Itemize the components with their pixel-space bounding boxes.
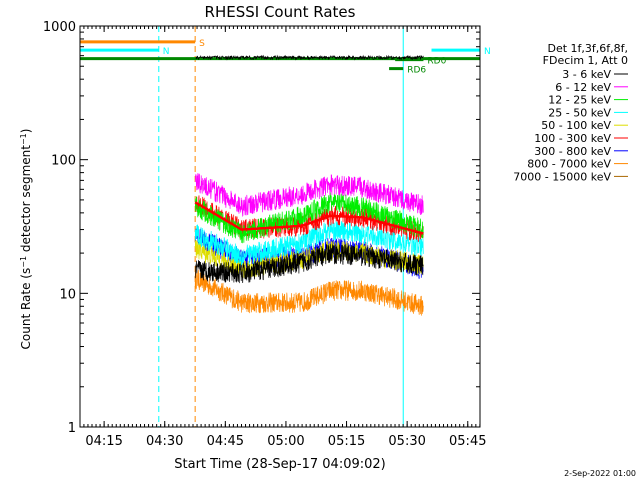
x-tick-label: 05:00 [267,434,304,449]
x-tick-label: 05:15 [328,434,365,449]
top-trace-line [195,54,424,61]
legend-entry-label: 7000 - 15000 keV [513,170,611,183]
legend-entry-label: 50 - 100 keV [541,119,611,132]
x-tick-label: 04:30 [146,434,183,449]
x-tick-label: 05:30 [388,434,425,449]
flag-bar-label: S [199,39,205,49]
series-line [194,192,424,244]
legend-entry-label: 3 - 6 keV [562,68,611,81]
plot-frame [79,25,481,428]
flag-bar-label: RD6 [407,66,426,76]
y-tick-label: 1 [68,421,76,436]
series-line [194,244,424,284]
series-line [194,173,424,218]
legend-entry-label: 12 - 25 keV [548,94,611,107]
series-mean-line [194,201,424,235]
y-axis-label: Count Rate (s−1 detector segment−1) [19,129,34,350]
series-line [194,219,424,266]
chart-title: RHESSI Count Rates [205,3,356,21]
legend-entry-label: 6 - 12 keV [555,81,611,94]
y-tick-label: 10 [59,287,76,302]
y-tick-label: 100 [51,154,76,169]
timestamp: 2-Sep-2022 01:00 [564,469,636,478]
legend-entry-label: 800 - 7000 keV [527,158,611,171]
flag-bar-label: N [163,47,170,57]
legend-header-line: FDecim 1, Att 0 [543,54,628,67]
x-tick-label: 05:45 [449,434,486,449]
x-axis-label: Start Time (28-Sep-17 04:09:02) [174,457,385,472]
flag-bar-label: N [484,47,491,57]
series-line [194,238,424,279]
flag-bar-label: RD0 [427,57,446,67]
x-tick-label: 04:45 [207,434,244,449]
y-axis-ticks: 1 10 100 1000 [43,20,480,436]
legend-header-line: Det 1f,3f,6f,8f, [547,42,628,55]
x-tick-label: 04:15 [85,434,122,449]
x-axis-ticks: 04:15 04:30 04:45 05:00 05:15 05:30 05:45 [83,26,486,449]
legend-entry-label: 300 - 800 keV [534,145,611,158]
data-series [194,54,424,316]
series-line [194,268,424,316]
legend: Det 1f,3f,6f,8f,FDecim 1, Att 03 - 6 keV… [513,42,628,183]
y-tick-label: 1000 [43,20,76,35]
legend-entry-label: 100 - 300 keV [534,132,611,145]
legend-entry-label: 25 - 50 keV [548,106,611,119]
